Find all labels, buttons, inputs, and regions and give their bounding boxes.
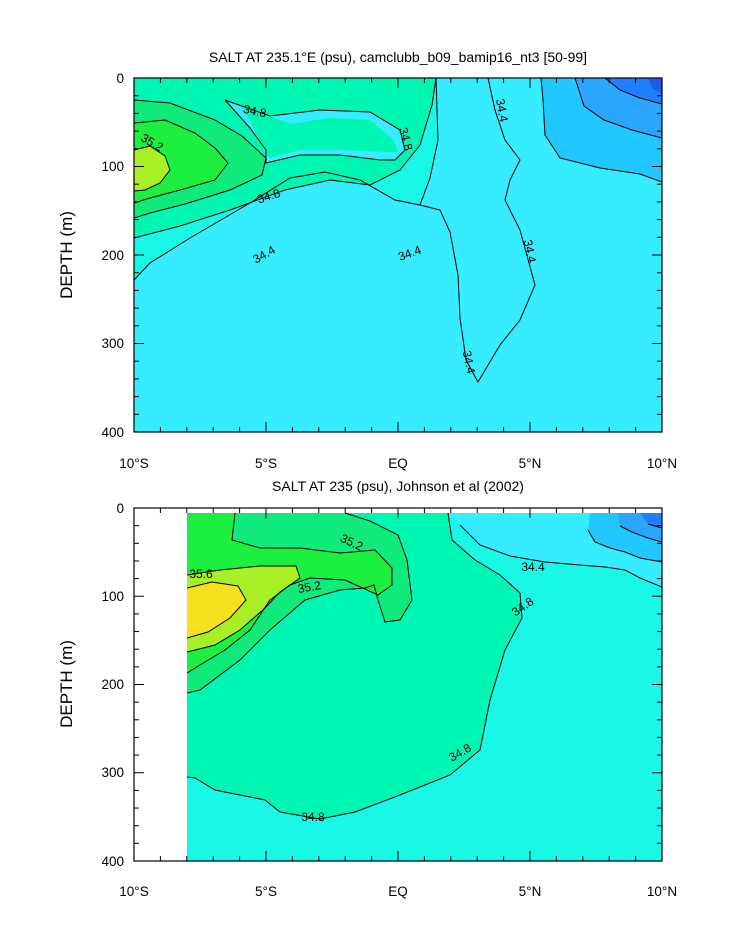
y-tick-label: 400 [101,425,124,440]
panel-bottom-ticks [133,507,663,862]
panel-top-y-tick-labels: 0 100 200 300 400 [101,71,124,440]
panel-top: SALT AT 235.1°E (psu), camclubb_b09_bami… [57,49,677,471]
x-tick-label: 10°N [647,456,677,471]
panel-top-ylabel: DEPTH (m) [57,211,76,299]
contour-label: 34.8 [242,102,268,121]
contour-label: 34.8 [255,186,282,207]
contour-label: 34.4 [460,349,479,375]
panel-bottom: SALT AT 235 (psu), Johnson et al (2002) … [57,478,677,899]
contour-label: 34.8 [301,810,325,824]
y-tick-label: 0 [116,71,124,86]
x-tick-label: 5°S [255,884,277,899]
fill-35.6 [187,582,246,638]
x-tick-label: 5°N [519,456,542,471]
x-tick-label: EQ [388,456,408,471]
panel-bottom-ylabel: DEPTH (m) [57,640,76,728]
x-tick-label: 5°S [255,456,277,471]
panel-top-contours [134,78,662,384]
y-tick-label: 400 [101,854,124,869]
panel-top-x-tick-labels: 10°S 5°S EQ 5°N 10°N [119,456,677,471]
panel-top-title: SALT AT 235.1°E (psu), camclubb_b09_bami… [209,49,587,65]
fill-north-lt34.0 [605,78,662,104]
x-tick-label: 10°S [119,456,148,471]
panel-bottom-x-tick-labels: 10°S 5°S EQ 5°N 10°N [119,884,677,899]
fill-35.4 [134,146,170,191]
y-tick-label: 300 [101,336,124,351]
fill-34.8-lobe [243,106,398,158]
fill-north-lt34.0 [640,513,662,528]
y-tick-label: 300 [101,765,124,780]
panel-bottom-fills [187,513,662,861]
x-tick-label: 10°N [647,884,677,899]
panel-bottom-title: SALT AT 235 (psu), Johnson et al (2002) [272,478,524,494]
y-tick-label: 100 [101,159,124,174]
x-tick-label: 5°N [519,884,542,899]
contour-label: 35.6 [189,567,213,581]
fill-north-core [648,78,662,94]
y-tick-label: 200 [101,248,124,263]
x-tick-label: 10°S [119,884,148,899]
panel-top-ticks [133,77,663,433]
x-tick-label: EQ [388,884,408,899]
y-tick-label: 100 [101,589,124,604]
contour-label: 35.2 [297,578,323,596]
y-tick-label: 200 [101,677,124,692]
panel-bottom-y-tick-labels: 0 100 200 300 400 [101,501,124,869]
contour-label: 34.4 [521,238,540,264]
contour-label: 34.4 [493,98,511,124]
panel-bottom-contours [186,512,662,820]
y-tick-label: 0 [116,501,124,516]
contour-label: 34.4 [521,560,545,574]
contour-label: 34.8 [396,126,416,152]
